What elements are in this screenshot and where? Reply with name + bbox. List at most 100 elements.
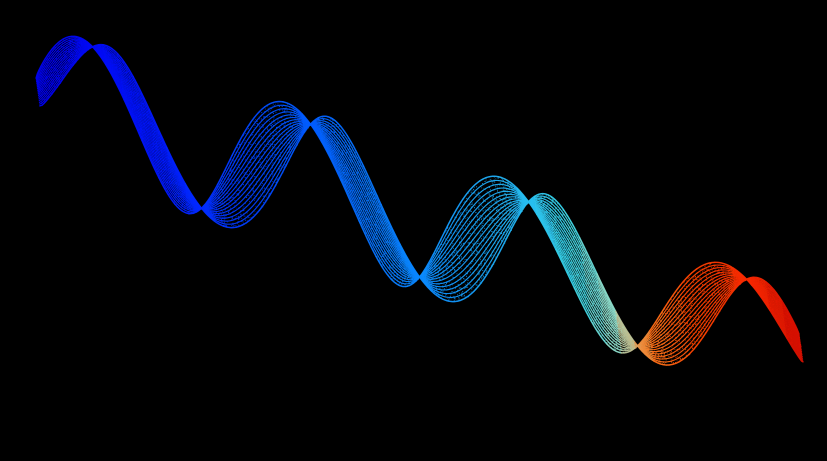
mesh-speckle — [674, 324, 676, 326]
mesh-speckle — [730, 270, 732, 272]
mesh-speckle — [305, 119, 307, 121]
mesh-speckle — [688, 284, 690, 286]
mesh-strip-segment — [562, 208, 581, 239]
mesh-speckle — [382, 265, 384, 267]
mesh-speckle — [622, 340, 624, 342]
mesh-speckle — [518, 212, 520, 214]
mesh-speckle — [619, 317, 621, 319]
mesh-speckle — [225, 216, 227, 218]
mesh-speckle — [511, 195, 513, 197]
mesh-strip-segment — [554, 238, 573, 274]
mesh-speckle — [623, 338, 625, 340]
mesh-speckle — [222, 183, 224, 185]
mesh-speckle — [693, 340, 695, 342]
mesh-speckle — [708, 302, 710, 304]
mesh-speckle — [662, 313, 664, 315]
mesh-speckle — [713, 276, 715, 278]
mesh-speckle — [325, 133, 327, 135]
mesh-speckle — [448, 299, 450, 301]
mesh-speckle — [580, 278, 582, 280]
mesh-speckle — [37, 76, 39, 78]
mesh-speckle — [113, 66, 115, 68]
mesh-speckle — [342, 146, 344, 148]
mesh-speckle — [52, 81, 54, 83]
mesh-strip-segment — [472, 249, 491, 274]
mesh-speckle — [654, 356, 656, 358]
mesh-speckle — [335, 162, 337, 164]
mesh-speckle — [695, 276, 697, 278]
mesh-speckle — [647, 354, 649, 356]
mesh-speckle — [564, 227, 566, 229]
mesh-speckle — [585, 259, 587, 261]
mesh-speckle — [755, 280, 757, 282]
mesh-speckle — [285, 165, 287, 167]
mesh-speckle — [364, 192, 366, 194]
mesh-speckle — [477, 273, 479, 275]
mesh-speckle — [411, 282, 413, 284]
mesh-speckle — [150, 126, 152, 128]
mesh-speckle — [542, 211, 544, 213]
mesh-speckle — [510, 229, 512, 231]
mesh-speckle — [214, 209, 216, 211]
mesh-speckle — [370, 192, 372, 194]
mesh-speckle — [304, 122, 306, 124]
mesh-speckle — [572, 232, 574, 234]
mesh-speckle — [157, 133, 159, 135]
mesh-speckle — [633, 346, 635, 348]
mesh-speckle — [790, 336, 792, 338]
mesh-speckle — [703, 291, 705, 293]
mesh-speckle — [275, 122, 277, 124]
mesh-speckle — [454, 300, 456, 302]
mesh-speckle — [702, 289, 704, 291]
mesh-strip-segment — [250, 125, 269, 149]
mesh-speckle — [726, 266, 728, 268]
mesh-speckle — [247, 216, 249, 218]
mesh-speckle — [705, 320, 707, 322]
mesh-speckle — [552, 223, 554, 225]
mesh-speckle — [307, 122, 309, 124]
mesh-speckle — [609, 301, 611, 303]
mesh-speckle — [82, 51, 84, 53]
mesh-speckle — [220, 217, 222, 219]
mesh-speckle — [421, 278, 423, 280]
mesh-speckle — [695, 286, 697, 288]
mesh-strip-segment — [671, 348, 690, 362]
mesh-speckle — [478, 207, 480, 209]
mesh-speckle — [212, 205, 214, 207]
mesh-speckle — [628, 339, 630, 341]
mesh-speckle — [561, 251, 563, 253]
mesh-speckle — [317, 118, 319, 120]
mesh-speckle — [591, 267, 593, 269]
mesh-strip-segment — [701, 287, 720, 306]
mesh-strip-segment — [116, 53, 134, 78]
mesh-strip-segment — [550, 214, 568, 240]
mesh-speckle — [195, 211, 197, 213]
mesh-speckle — [607, 298, 608, 300]
mesh-speckle — [436, 250, 438, 252]
mesh-strip-segment — [151, 130, 170, 166]
mesh-speckle — [415, 276, 417, 278]
mesh-strip-segment — [333, 129, 350, 153]
mesh-speckle — [484, 276, 486, 278]
mesh-speckle — [378, 242, 380, 244]
mesh-speckle — [351, 190, 353, 192]
mesh-speckle — [286, 132, 288, 134]
mesh-speckle — [541, 212, 543, 214]
mesh-speckle — [349, 179, 351, 181]
mesh-speckle — [258, 178, 260, 180]
mesh-speckle — [678, 296, 680, 298]
mesh-speckle — [769, 307, 771, 309]
mesh-speckle — [263, 183, 265, 185]
mesh-speckle — [323, 117, 325, 119]
mesh-speckle — [65, 47, 67, 49]
mesh-speckle — [246, 173, 248, 175]
mesh-speckle — [564, 230, 566, 232]
mesh-speckle — [466, 208, 468, 210]
mesh-speckle — [343, 169, 345, 171]
mesh-speckle — [570, 252, 572, 254]
mesh-speckle — [792, 328, 794, 330]
mesh-speckle — [335, 151, 337, 153]
mesh-speckle — [67, 47, 69, 49]
mesh-speckle — [450, 275, 452, 277]
mesh-speckle — [246, 157, 248, 159]
